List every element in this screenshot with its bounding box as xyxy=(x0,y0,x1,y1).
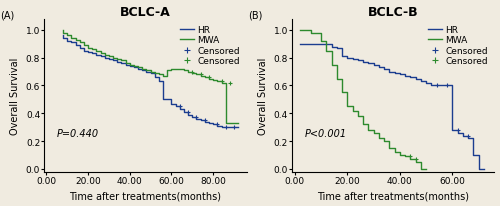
Text: (A): (A) xyxy=(0,11,14,20)
Title: BCLC-B: BCLC-B xyxy=(368,6,418,19)
Text: (B): (B) xyxy=(248,11,262,20)
Title: BCLC-A: BCLC-A xyxy=(120,6,171,19)
Y-axis label: Overall Survival: Overall Survival xyxy=(258,57,268,134)
Text: P<0.001: P<0.001 xyxy=(304,129,346,139)
Legend: HR, MWA, Censored, Censored: HR, MWA, Censored, Censored xyxy=(178,24,242,68)
X-axis label: Time after treatments(months): Time after treatments(months) xyxy=(70,191,222,200)
Y-axis label: Overall Survival: Overall Survival xyxy=(10,57,20,134)
Legend: HR, MWA, Censored, Censored: HR, MWA, Censored, Censored xyxy=(426,24,490,68)
Text: P=0.440: P=0.440 xyxy=(56,129,98,139)
X-axis label: Time after treatments(months): Time after treatments(months) xyxy=(318,191,470,200)
